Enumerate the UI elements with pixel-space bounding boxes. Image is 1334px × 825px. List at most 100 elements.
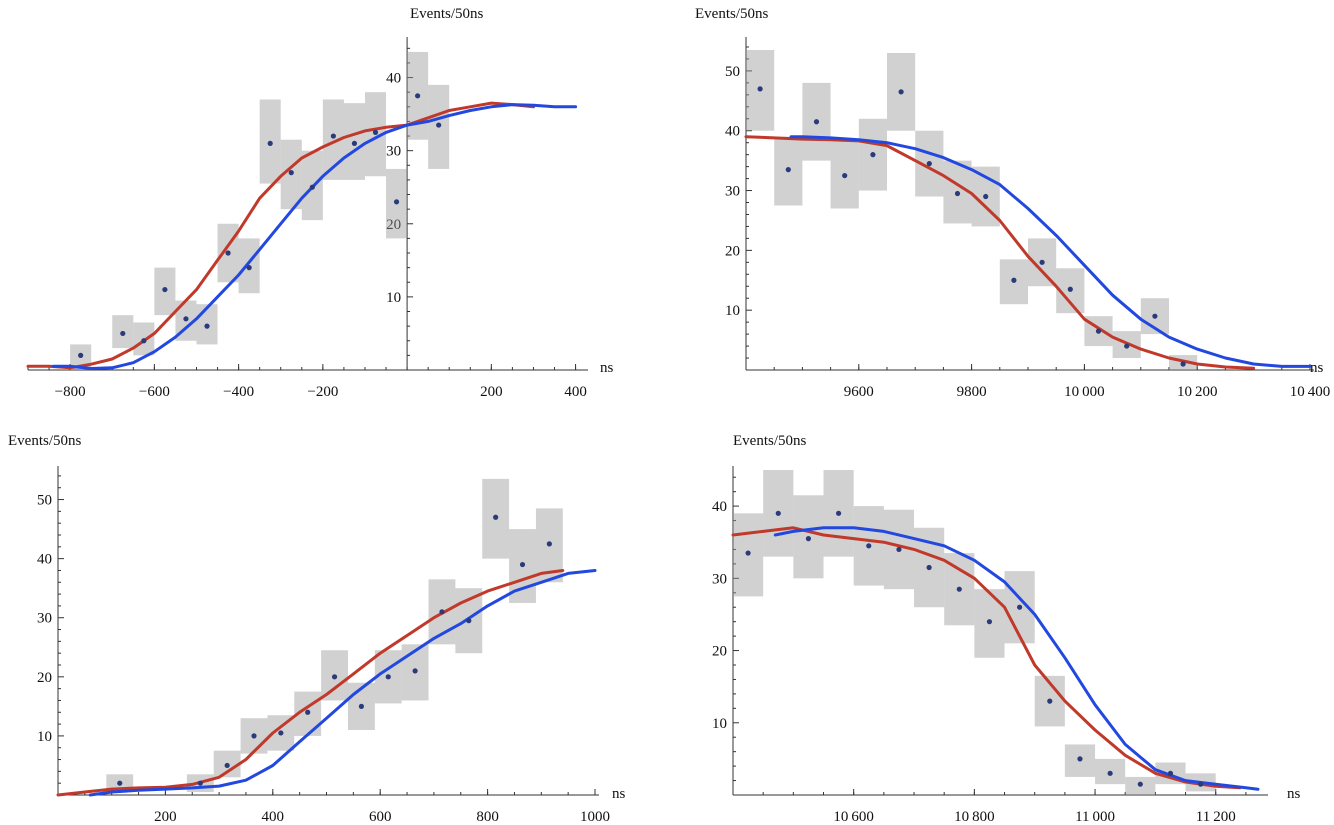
x-tick-label: −400 [223, 384, 254, 400]
data-point [78, 352, 84, 358]
x-tick-label: 11 200 [1196, 809, 1236, 825]
y-tick-label: 40 [386, 71, 401, 87]
x-tick-label: 9600 [844, 384, 874, 400]
x-axis-label: ns [1287, 786, 1301, 802]
y-tick-label: 40 [712, 499, 727, 515]
data-point [117, 780, 123, 786]
x-axis-label: ns [600, 360, 614, 376]
data-point [775, 510, 781, 516]
data-point [546, 541, 552, 547]
data-point [246, 265, 252, 271]
curve-red [744, 135, 1256, 370]
data-point [519, 561, 526, 568]
data-point [309, 184, 315, 190]
data-point [385, 674, 391, 680]
data-point [1047, 698, 1053, 704]
data-point [898, 89, 904, 95]
data-point [120, 330, 126, 337]
chart-panel-2: 10 20 30 40 50 9600 9800 10 000 10 200 10 400 Even… [695, 6, 1330, 400]
x-axis-label: ns [612, 786, 626, 802]
data-point [436, 122, 442, 128]
x-tick-label: 400 [262, 809, 285, 825]
data-point [983, 193, 989, 200]
x-tick-label: 400 [564, 384, 587, 400]
chart-panel-3: 10 20 30 40 50 200 400 600 800 1000 Events/50ns ns [8, 433, 626, 825]
x-tick-label: 600 [369, 809, 392, 825]
data-point [439, 609, 445, 615]
curve-red [56, 569, 565, 797]
data-point [956, 586, 962, 592]
data-point [1011, 277, 1017, 283]
data-point [1017, 604, 1023, 610]
data-point [1180, 361, 1186, 367]
data-point [162, 286, 168, 293]
data-point [330, 133, 336, 139]
data-point [267, 140, 273, 146]
data-point [757, 86, 763, 92]
data-point [288, 170, 294, 176]
data-point [835, 510, 842, 516]
x-tick-label: 200 [480, 384, 503, 400]
y-tick-label: 20 [386, 217, 401, 233]
data-point [197, 780, 203, 786]
y-tick-label: 30 [725, 184, 740, 200]
curve-blue [88, 569, 597, 797]
data-point [870, 152, 876, 158]
y-tick-label: 40 [725, 124, 740, 140]
curve-blue [789, 135, 1312, 368]
data-point [1107, 770, 1113, 776]
data-point [986, 619, 993, 625]
data-point [842, 172, 848, 179]
y-tick-label: 20 [37, 670, 52, 686]
y-axis-label: Events/50ns [695, 6, 768, 22]
x-axis-label: ns [1310, 360, 1324, 376]
y-axis-label: Events/50ns [733, 433, 806, 449]
y-tick-label: 50 [37, 493, 52, 509]
data-point [225, 250, 231, 256]
curve-red [731, 526, 1242, 790]
y-tick-label: 50 [725, 64, 740, 80]
chart-panel-4: 10 20 30 40 10 600 10 800 11 000 11 200 Events/5… [712, 433, 1301, 825]
y-tick-label: 10 [712, 716, 727, 732]
data-point [896, 546, 902, 553]
data-point [1067, 286, 1073, 292]
data-point [331, 674, 338, 680]
y-tick-label: 20 [712, 644, 727, 660]
data-point [466, 618, 472, 624]
curve-red [26, 101, 535, 370]
data-point [358, 703, 365, 709]
y-tick-label: 10 [725, 303, 740, 319]
x-tick-label: 10 600 [833, 809, 874, 825]
data-point [785, 167, 791, 173]
x-tick-label: 10 400 [1290, 384, 1331, 400]
data-point [1077, 756, 1083, 762]
data-point [1152, 313, 1158, 319]
x-tick-label: −200 [307, 384, 338, 400]
data-point [954, 190, 961, 197]
x-tick-label: −800 [55, 384, 86, 400]
y-tick-label: 30 [37, 611, 52, 627]
data-point [1198, 781, 1204, 787]
data-point [866, 543, 872, 549]
data-point [805, 536, 812, 542]
data-point [224, 762, 230, 769]
data-point [1167, 770, 1174, 776]
data-point [393, 199, 400, 205]
data-point [813, 119, 820, 125]
data-point [493, 514, 499, 520]
y-axis-label: Events/50ns [8, 433, 81, 449]
data-point [415, 93, 421, 99]
y-tick-label: 10 [386, 290, 401, 306]
data-point [204, 323, 210, 329]
x-tick-label: 10 000 [1064, 384, 1105, 400]
y-tick-label: 40 [37, 552, 52, 568]
x-tick-label: 800 [476, 809, 499, 825]
data-point [183, 316, 189, 322]
x-tick-label: 200 [154, 809, 177, 825]
data-point [372, 129, 379, 135]
data-point [1039, 259, 1045, 265]
data-point [1137, 781, 1143, 787]
y-tick-label: 20 [725, 243, 740, 259]
error-box [322, 99, 344, 180]
